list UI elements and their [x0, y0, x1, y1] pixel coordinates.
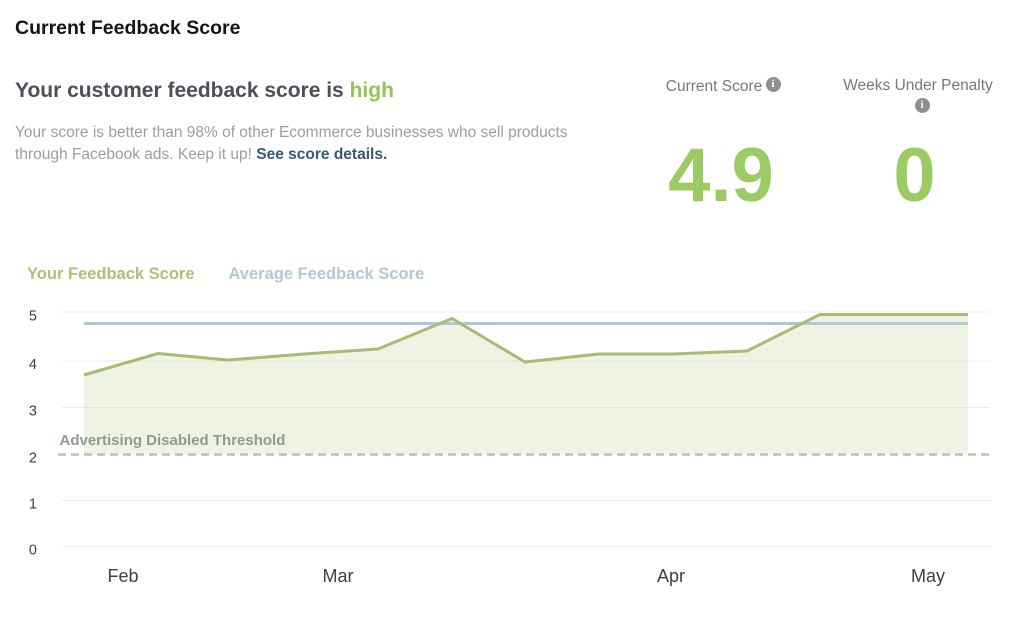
svg-text:2: 2: [29, 451, 37, 467]
svg-text:0: 0: [29, 543, 37, 559]
svg-text:5: 5: [29, 309, 37, 325]
svg-text:4: 4: [29, 357, 37, 373]
svg-text:Feb: Feb: [107, 566, 138, 586]
svg-text:3: 3: [29, 404, 37, 420]
svg-text:Apr: Apr: [657, 566, 685, 586]
svg-text:Advertising Disabled Threshold: Advertising Disabled Threshold: [60, 432, 286, 449]
svg-text:Mar: Mar: [323, 566, 354, 586]
svg-text:1: 1: [29, 497, 37, 513]
svg-text:May: May: [911, 566, 945, 586]
